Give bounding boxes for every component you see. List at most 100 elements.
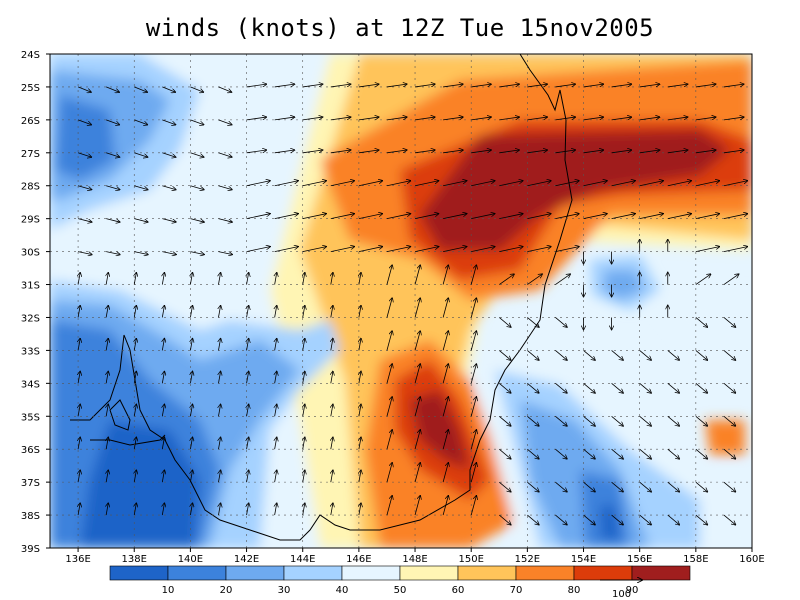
wind-vector: [78, 339, 80, 351]
wind-vector: [275, 404, 277, 417]
map-frame: [49, 53, 753, 549]
wind-vector: [78, 503, 80, 516]
wind-vector: [303, 273, 305, 285]
wind-vector: [247, 503, 249, 516]
wind-vector: [527, 214, 550, 220]
wind-vector: [695, 514, 707, 525]
colorbar-swatch: [225, 565, 285, 581]
wind-vector: [106, 503, 108, 516]
wind-vector: [723, 84, 744, 88]
wind-vector: [723, 350, 735, 360]
lat-tick-label: 31S: [21, 281, 40, 292]
wind-vector: [667, 481, 679, 492]
wind-vector: [302, 181, 326, 187]
wind-vector: [695, 274, 711, 285]
wind-vector: [358, 181, 382, 187]
wind-vector: [162, 273, 164, 285]
colorbar-swatch: [167, 565, 227, 581]
wind-vector: [583, 514, 595, 525]
wind-vector: [302, 84, 323, 88]
wind-vector: [695, 117, 716, 121]
wind-vector: [162, 339, 164, 351]
wind-vector: [274, 247, 298, 252]
wind-vector: [611, 350, 623, 360]
wind-vector: [667, 514, 679, 525]
wind-vector: [247, 404, 249, 417]
wind-vector: [499, 317, 510, 327]
wind-vector: [331, 273, 333, 285]
wind-vector: [583, 84, 604, 88]
wind-vector: [583, 350, 595, 360]
wind-vector: [190, 218, 204, 222]
wind-vector: [723, 214, 747, 220]
wind-vector: [723, 117, 744, 121]
wind-vector: [77, 218, 92, 222]
wind-vector: [555, 415, 566, 426]
wind-vector: [246, 181, 270, 187]
wind-vector: [303, 470, 305, 483]
wind-vector: [639, 514, 651, 525]
wind-vector: [359, 437, 361, 450]
wind-vector: [190, 372, 192, 384]
wind-vector: [162, 470, 164, 483]
wind-vector: [414, 247, 438, 252]
wind-vector: [499, 415, 510, 426]
wind-vector: [78, 372, 80, 384]
wind-vector: [527, 150, 547, 154]
wind-vector: [583, 415, 595, 426]
wind-vector: [442, 265, 448, 285]
wind-vector: [247, 306, 249, 318]
wind-vector: [499, 84, 519, 88]
colorbar-swatch: [573, 565, 633, 581]
wind-vector: [470, 397, 476, 417]
wind-vector: [611, 214, 635, 220]
lat-tick-label: 27S: [21, 149, 40, 160]
wind-vector: [695, 214, 719, 220]
wind-vector: [134, 404, 136, 417]
wind-vector: [527, 448, 538, 459]
wind-vector: [162, 404, 164, 417]
wind-vector: [555, 247, 578, 252]
wind-vector: [527, 117, 547, 121]
wind-vector: [247, 470, 249, 483]
wind-vector: [583, 383, 595, 393]
wind-vector: [499, 350, 510, 360]
wind-vector: [358, 117, 379, 121]
wind-vector: [470, 430, 476, 450]
wind-vector: [302, 117, 323, 121]
speed-contour-region: [600, 505, 620, 540]
colorbar-swatch: [515, 565, 575, 581]
wind-vector: [190, 470, 192, 483]
wind-vector: [190, 306, 192, 318]
wind-vector: [274, 117, 295, 121]
wind-vector: [386, 181, 410, 187]
wind-vector: [247, 372, 249, 384]
wind-vector: [583, 448, 595, 459]
wind-vector: [667, 350, 679, 360]
lon-tick-label: 146E: [346, 554, 371, 565]
wind-vector: [723, 150, 744, 154]
wind-vector: [443, 84, 463, 88]
wind-vector: [134, 306, 136, 318]
wind-vector: [442, 331, 448, 351]
wind-vector: [442, 364, 448, 384]
wind-vector: [330, 84, 351, 88]
wind-vector: [246, 84, 267, 88]
lon-tick-label: 156E: [627, 554, 652, 565]
wind-vector: [106, 119, 119, 125]
wind-vector: [78, 437, 80, 450]
wind-vector: [77, 119, 91, 125]
wind-vector: [667, 117, 688, 121]
wind-vector: [442, 298, 448, 318]
wind-vector: [331, 503, 333, 516]
colorbar-label: 40: [336, 585, 349, 596]
wind-vector: [246, 117, 267, 121]
wind-vector: [246, 214, 270, 220]
wind-vector: [639, 383, 651, 393]
coastline-segment: [70, 54, 573, 541]
lat-tick-label: 38S: [21, 511, 40, 522]
wind-vector: [331, 306, 333, 318]
wind-vector: [639, 150, 660, 154]
wind-vector: [555, 514, 566, 525]
wind-vector: [77, 152, 91, 157]
